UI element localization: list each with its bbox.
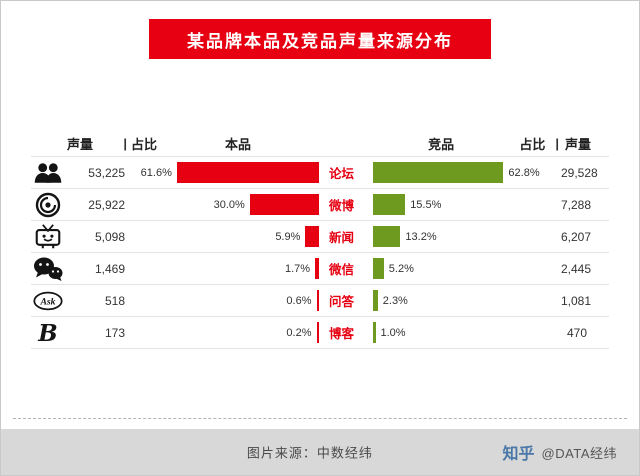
competitor-bar-zone: 1.0% <box>373 317 561 348</box>
chart-title-banner: 某品牌本品及竞品声量来源分布 <box>149 19 491 59</box>
competitor-bar <box>373 194 406 215</box>
competitor-share-label: 13.2% <box>405 230 437 243</box>
own-bar <box>315 258 319 279</box>
left-volume-header: 声量 <box>67 137 94 152</box>
source-icon-cell <box>31 160 65 186</box>
table-row: 1,469 1.7% 微信 5.2% 2,445 <box>31 253 609 285</box>
competitor-volume: 1,081 <box>561 293 592 308</box>
own-share-label: 61.6% <box>140 166 172 179</box>
competitor-share-label: 62.8% <box>508 166 540 179</box>
competitor-series-header: 竞品 <box>428 137 455 152</box>
competitor-volume: 470 <box>566 325 587 340</box>
source-icon-cell <box>31 320 65 346</box>
table-row: 53,225 61.6% 论坛 62.8% 29,528 <box>31 157 609 189</box>
page-title: 某品牌本品及竞品声量来源分布 <box>187 31 453 51</box>
own-bar <box>316 322 319 343</box>
own-bar <box>316 290 319 311</box>
own-volume: 1,469 <box>94 261 125 276</box>
header-divider-left: | <box>123 136 127 151</box>
competitor-share-label: 5.2% <box>388 262 414 275</box>
watermark-handle: @DATA经纬 <box>541 445 617 461</box>
own-bar <box>305 226 319 247</box>
chart-rows: 53,225 61.6% 论坛 62.8% 29,528 25,922 30.0… <box>31 157 609 349</box>
table-row: 25,922 30.0% 微博 15.5% 7,288 <box>31 189 609 221</box>
competitor-share-label: 15.5% <box>410 198 442 211</box>
competitor-bar <box>373 162 504 183</box>
own-bar-zone: 1.7% <box>129 253 319 284</box>
left-share-header: 占比 <box>131 137 158 152</box>
category-label: 微信 <box>329 263 355 277</box>
competitor-share-label: 2.3% <box>382 294 408 307</box>
own-volume: 53,225 <box>88 165 125 180</box>
zhihu-logo: 知乎 <box>502 446 535 463</box>
competitor-volume: 2,445 <box>561 261 592 276</box>
own-bar-zone: 30.0% <box>129 189 319 220</box>
own-bar <box>176 162 319 183</box>
own-share-label: 30.0% <box>213 198 245 211</box>
source-icon <box>33 224 63 250</box>
own-volume: 5,098 <box>94 229 125 244</box>
category-label: 问答 <box>329 295 355 309</box>
source-icon <box>33 256 63 282</box>
footer-bar: 图片来源：中数经纬 知乎 @DATA经纬 <box>1 429 639 475</box>
category-label: 博客 <box>329 327 355 341</box>
source-icon-cell <box>31 288 65 314</box>
table-row: 518 0.6% 问答 2.3% 1,081 <box>31 285 609 317</box>
own-share-label: 0.2% <box>286 326 312 339</box>
own-bar-zone: 5.9% <box>129 221 319 252</box>
source-icon-cell <box>31 224 65 250</box>
own-volume: 25,922 <box>88 197 125 212</box>
source-icon <box>33 160 63 186</box>
right-share-header: 占比 <box>519 137 546 152</box>
competitor-bar <box>373 226 401 247</box>
competitor-share-label: 1.0% <box>380 326 406 339</box>
tornado-chart: 声量 | 占比 本品 竞品 占比 | 声量 53,225 61.6% <box>31 131 609 349</box>
chart-header-row: 声量 | 占比 本品 竞品 占比 | 声量 <box>31 131 609 157</box>
own-bar <box>249 194 319 215</box>
source-icon-cell <box>31 256 65 282</box>
category-label: 微博 <box>329 199 355 213</box>
own-bar-zone: 0.2% <box>129 317 319 348</box>
competitor-bar-zone: 13.2% <box>373 221 561 252</box>
own-share-label: 5.9% <box>275 230 301 243</box>
competitor-bar-zone: 2.3% <box>373 285 561 316</box>
own-volume: 518 <box>104 293 125 308</box>
competitor-volume: 7,288 <box>561 197 592 212</box>
right-volume-header: 声量 <box>565 137 592 152</box>
watermark: 知乎 @DATA经纬 <box>503 440 617 464</box>
competitor-volume: 29,528 <box>561 165 598 180</box>
own-share-label: 1.7% <box>285 262 311 275</box>
source-icon-cell <box>31 192 65 218</box>
image-source-text: 图片来源：中数经纬 <box>246 445 373 461</box>
table-row: 173 0.2% 博客 1.0% 470 <box>31 317 609 349</box>
header-divider-right: | <box>555 136 559 151</box>
table-row: 5,098 5.9% 新闻 13.2% 6,207 <box>31 221 609 253</box>
category-label: 新闻 <box>329 231 355 245</box>
own-share-label: 0.6% <box>286 294 312 307</box>
footer-divider-line <box>13 418 627 419</box>
category-label: 论坛 <box>329 167 355 181</box>
own-series-header: 本品 <box>225 137 252 152</box>
own-bar-zone: 61.6% <box>129 157 319 188</box>
source-icon <box>33 288 63 314</box>
competitor-volume: 6,207 <box>561 229 592 244</box>
own-bar-zone: 0.6% <box>129 285 319 316</box>
competitor-bar-zone: 15.5% <box>373 189 561 220</box>
own-volume: 173 <box>104 325 125 340</box>
competitor-bar-zone: 62.8% <box>373 157 561 188</box>
competitor-bar <box>373 290 378 311</box>
competitor-bar <box>373 322 376 343</box>
competitor-bar-zone: 5.2% <box>373 253 561 284</box>
source-icon <box>33 192 63 218</box>
source-icon <box>33 320 63 346</box>
competitor-bar <box>373 258 384 279</box>
